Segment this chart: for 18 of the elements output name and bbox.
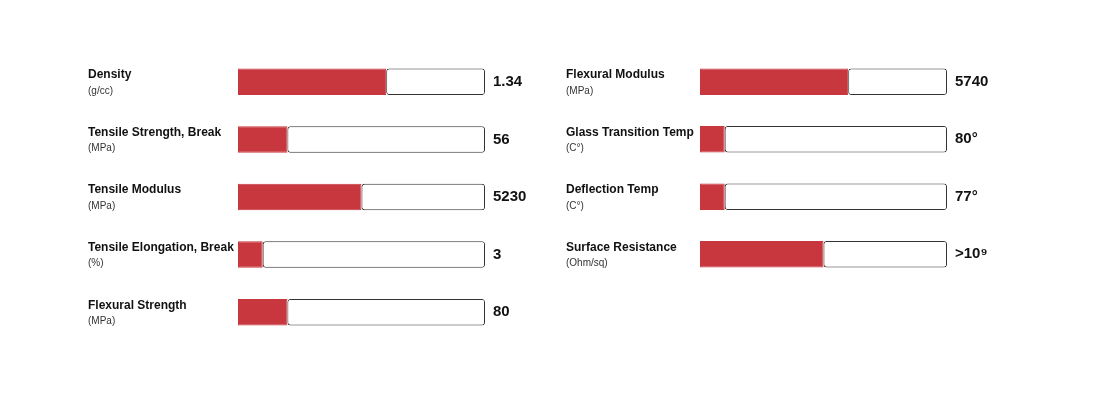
y-tick-label: Tensile Modulus (MPa) xyxy=(88,182,182,211)
y-tick-label: Tensile Elongation, Break (%) xyxy=(88,239,235,269)
text: 80° xyxy=(955,129,978,147)
text: 3 xyxy=(493,244,502,262)
y-tick-label: Deflection Temp (C°) xyxy=(566,182,659,211)
y-tick-label: Glass Transition Temp (C°) xyxy=(566,124,694,153)
text: 56 xyxy=(493,129,510,147)
text: 5230 xyxy=(493,187,527,205)
y-tick-label: Flexural Modulus (MPa) xyxy=(566,67,665,96)
y-tick-label: Surface Resistance (Ohm/sq) xyxy=(566,239,678,268)
y-tick-label: Flexural Strength (MPa) xyxy=(88,297,187,326)
text: >10⁹ xyxy=(955,244,988,262)
text: 80 xyxy=(493,302,510,320)
text: 5740 xyxy=(955,71,989,89)
text: 1.34 xyxy=(493,71,523,89)
y-tick-label: Density (g/cc) xyxy=(88,67,132,96)
text: 77° xyxy=(955,186,978,204)
y-tick-label: Tensile Strength, Break (MPa) xyxy=(88,124,222,154)
